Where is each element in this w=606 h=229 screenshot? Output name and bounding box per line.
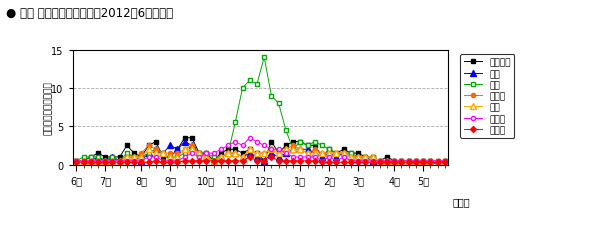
八幡浜 [419, 160, 427, 162]
今治 [304, 144, 311, 147]
中予 [304, 152, 311, 155]
宇和島 [73, 161, 80, 164]
今治 [441, 160, 448, 162]
中予 [102, 160, 109, 162]
宇和島 [304, 160, 311, 162]
四国中央 [304, 144, 311, 147]
松山市 [419, 160, 427, 162]
Line: 八幡浜: 八幡浜 [75, 136, 447, 163]
八幡浜 [73, 160, 80, 162]
八幡浜 [253, 141, 261, 143]
宇和島 [246, 156, 253, 159]
中予 [253, 152, 261, 155]
四国中央 [318, 156, 325, 159]
Legend: 四国中央, 西条, 今治, 松山市, 中予, 八幡浜, 宇和島: 四国中央, 西条, 今治, 松山市, 中予, 八幡浜, 宇和島 [461, 55, 514, 138]
今治 [318, 144, 325, 147]
四国中央 [73, 160, 80, 162]
宇和島 [318, 161, 325, 164]
四国中央 [210, 160, 218, 162]
西条 [181, 141, 188, 143]
西条 [102, 160, 109, 162]
今治 [203, 152, 210, 155]
西条 [318, 156, 325, 159]
松山市 [441, 160, 448, 162]
中予 [210, 160, 218, 162]
中予 [145, 148, 152, 151]
八幡浜 [102, 160, 109, 162]
Line: 四国中央: 四国中央 [75, 136, 447, 167]
Y-axis label: 定点当たり患者報告数: 定点当たり患者報告数 [44, 81, 53, 134]
今治 [419, 160, 427, 162]
松山市 [318, 152, 325, 155]
松山市 [253, 152, 261, 155]
Line: 中予: 中予 [73, 147, 448, 164]
西条 [441, 160, 448, 162]
今治 [246, 79, 253, 82]
四国中央 [102, 156, 109, 159]
Line: 宇和島: 宇和島 [75, 155, 447, 165]
中予 [441, 160, 448, 162]
今治 [73, 160, 80, 162]
松山市 [73, 160, 80, 162]
今治 [261, 57, 268, 59]
Line: 松山市: 松山市 [75, 144, 447, 163]
八幡浜 [304, 156, 311, 159]
宇和島 [203, 160, 210, 162]
西条 [304, 148, 311, 151]
八幡浜 [441, 160, 448, 162]
八幡浜 [246, 137, 253, 139]
中予 [73, 160, 80, 162]
宇和島 [102, 161, 109, 164]
松山市 [210, 160, 218, 162]
西条 [434, 164, 441, 166]
西条 [275, 156, 282, 159]
中予 [419, 160, 427, 162]
四国中央 [434, 164, 441, 166]
松山市 [102, 160, 109, 162]
Text: ● 県内 保健所別発生動向（2012年6月以降）: ● 県内 保健所別発生動向（2012年6月以降） [6, 7, 173, 20]
中予 [318, 152, 325, 155]
八幡浜 [203, 152, 210, 155]
四国中央 [181, 137, 188, 139]
四国中央 [253, 152, 261, 155]
松山市 [304, 152, 311, 155]
西条 [253, 156, 261, 159]
今治 [102, 160, 109, 162]
宇和島 [419, 161, 427, 164]
松山市 [145, 144, 152, 147]
西条 [210, 160, 218, 162]
八幡浜 [318, 160, 325, 162]
宇和島 [441, 161, 448, 164]
Text: （週）: （週） [452, 196, 470, 207]
西条 [73, 160, 80, 162]
宇和島 [253, 160, 261, 162]
四国中央 [275, 152, 282, 155]
Line: 今治: 今治 [75, 56, 447, 163]
四国中央 [441, 160, 448, 162]
Line: 西条: 西条 [73, 139, 448, 168]
